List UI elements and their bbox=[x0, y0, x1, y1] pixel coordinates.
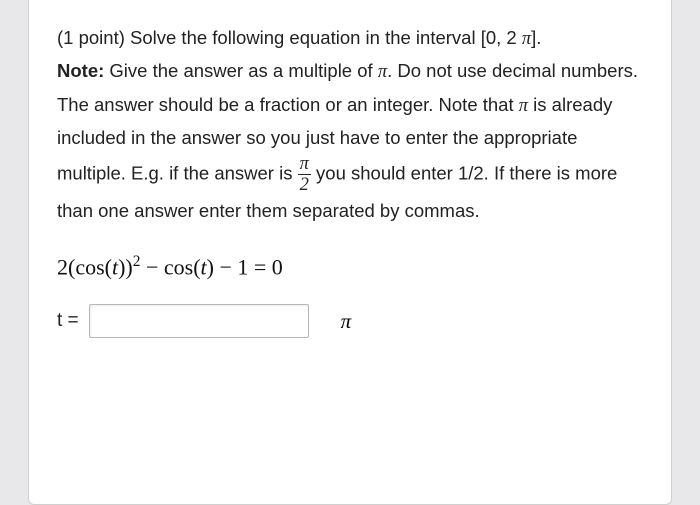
fraction-numerator: π bbox=[298, 154, 311, 175]
intro-text-2: ]. bbox=[531, 27, 541, 48]
example-fraction: π2 bbox=[298, 154, 311, 196]
pi-symbol-3: π bbox=[519, 96, 528, 116]
fraction-denominator: 2 bbox=[298, 175, 311, 195]
eq-part-3: − cos( bbox=[140, 254, 200, 279]
problem-card: (1 point) Solve the following equation i… bbox=[28, 0, 672, 505]
eq-part-1: 2(cos( bbox=[57, 254, 112, 279]
answer-input[interactable] bbox=[89, 304, 309, 338]
note-label: Note: bbox=[57, 60, 104, 81]
eq-part-4: ) − 1 = 0 bbox=[207, 254, 283, 279]
eq-part-2: )) bbox=[118, 254, 133, 279]
answer-row: t = π bbox=[57, 304, 643, 338]
problem-text-block: (1 point) Solve the following equation i… bbox=[57, 22, 643, 227]
note-text-1: Give the answer as a multiple of bbox=[104, 60, 378, 81]
pi-symbol-answer: π bbox=[341, 309, 352, 334]
pi-symbol-1: π bbox=[522, 29, 531, 49]
answer-label: t = bbox=[57, 310, 79, 332]
pi-symbol-2: π bbox=[378, 62, 387, 82]
intro-text-1: Solve the following equation in the inte… bbox=[130, 27, 522, 48]
points-label: (1 point) bbox=[57, 27, 130, 48]
equation: 2(cos(t))2 − cos(t) − 1 = 0 bbox=[57, 253, 643, 280]
